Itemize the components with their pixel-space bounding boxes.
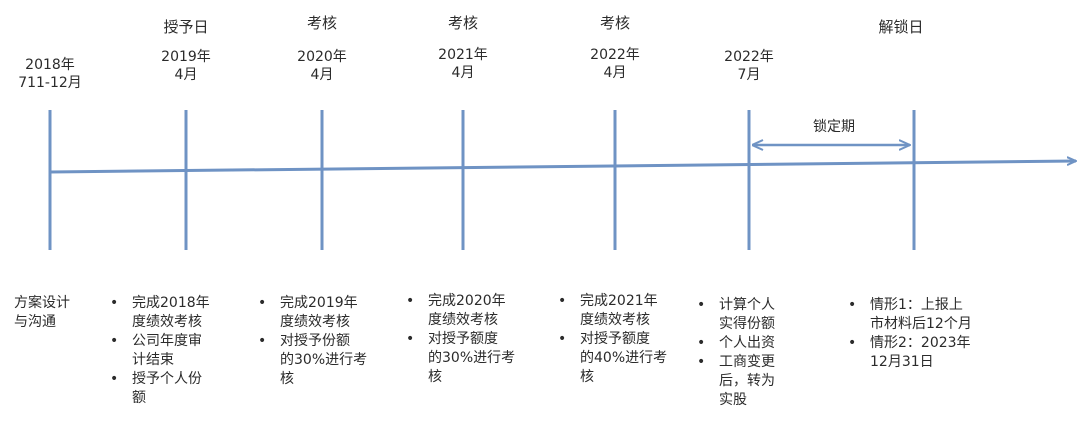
desc-bullet: 对授予份额 的30%进行考 核 [258, 332, 367, 389]
desc-line: 的40%进行考 [580, 350, 668, 366]
desc-bullet: 授予个人份 额 [110, 370, 210, 408]
desc-line: 核 [580, 369, 594, 385]
desc-line: 度绩效考核 [132, 314, 202, 330]
desc-bullet: 工商变更 后，转为 实股 [697, 353, 775, 410]
date-year: 2022年 [724, 49, 774, 65]
desc-line: 的30%进行考 [280, 352, 368, 368]
desc-bullet: 情形1：上报上 市材料后12个月 [848, 296, 972, 334]
desc-line: 个人出资 [719, 335, 775, 351]
desc-bullet: 计算个人 实得份额 [697, 296, 775, 334]
date-month: 4月 [451, 65, 475, 81]
lock-period-label: 锁定期 [813, 119, 855, 135]
date-month: 4月 [174, 67, 198, 83]
desc-line: 计结束 [132, 352, 174, 368]
top-label-assessment-2021: 考核 [447, 14, 478, 32]
date-label-2022-july: 2022年 7月 [699, 48, 799, 84]
desc-bullet: 个人出资 [697, 334, 775, 353]
desc-line: 公司年度审 [132, 333, 202, 349]
date-label-2018: 2018年 711-12月 [0, 56, 100, 92]
desc-bullet: 公司年度审 计结束 [110, 332, 210, 370]
desc-unlock-date: 情形1：上报上 市材料后12个月 情形2：2023年 12月31日 [848, 296, 972, 372]
desc-line: 额 [132, 390, 146, 406]
top-label-assessment-2020: 考核 [306, 14, 337, 32]
desc-line: 完成2018年 [132, 295, 210, 311]
desc-line: 实得份额 [719, 316, 775, 332]
top-label-unlock-date: 解锁日 [878, 18, 924, 36]
date-year: 2021年 [438, 47, 488, 63]
date-year: 2018年 [25, 57, 75, 73]
desc-line: 对授予额度 [580, 331, 650, 347]
date-year: 2020年 [297, 49, 347, 65]
desc-line: 市材料后12个月 [870, 316, 972, 332]
date-month: 7月 [737, 67, 761, 83]
desc-line: 对授予份额 [280, 333, 350, 349]
date-month: 4月 [310, 67, 334, 83]
desc-bullet: 完成2019年 度绩效考核 [258, 294, 367, 332]
desc-line: 核 [428, 369, 442, 385]
desc-assessment-2022: 完成2021年 度绩效考核 对授予额度 的40%进行考 核 [558, 292, 667, 387]
date-month: 711-12月 [18, 75, 82, 91]
desc-2022-july: 计算个人 实得份额 个人出资 工商变更 后，转为 实股 [697, 296, 775, 410]
desc-line: 授予个人份 [132, 371, 202, 387]
desc-line: 12月31日 [870, 354, 934, 370]
desc-bullet: 对授予额度 的30%进行考 核 [406, 330, 515, 387]
desc-line: 完成2020年 [428, 293, 506, 309]
timeline-axis [49, 161, 1076, 174]
desc-line: 情形2：2023年 [870, 335, 971, 351]
desc-bullet: 完成2018年 度绩效考核 [110, 294, 210, 332]
desc-bullet: 完成2021年 度绩效考核 [558, 292, 667, 330]
desc-line: 情形1：上报上 [870, 297, 963, 313]
desc-line: 完成2019年 [280, 295, 358, 311]
date-label-2021: 2021年 4月 [413, 46, 513, 82]
date-year: 2022年 [590, 47, 640, 63]
desc-line: 方案设计 [14, 295, 70, 311]
desc-line: 对授予额度 [428, 331, 498, 347]
desc-line: 工商变更 [719, 354, 775, 370]
top-label-assessment-2022: 考核 [599, 14, 630, 32]
date-month: 4月 [603, 65, 627, 81]
desc-bullet: 情形2：2023年 12月31日 [848, 334, 972, 372]
desc-assessment-2020: 完成2019年 度绩效考核 对授予份额 的30%进行考 核 [258, 294, 367, 389]
date-label-2020: 2020年 4月 [272, 48, 372, 84]
desc-bullet: 完成2020年 度绩效考核 [406, 292, 515, 330]
desc-line: 后，转为 [719, 373, 775, 389]
desc-bullet: 对授予额度 的40%进行考 核 [558, 330, 667, 387]
date-label-2022-april: 2022年 4月 [565, 46, 665, 82]
desc-line: 的30%进行考 [428, 350, 516, 366]
desc-line: 与沟通 [14, 314, 56, 330]
desc-line: 实股 [719, 392, 747, 408]
desc-grant-date: 完成2018年 度绩效考核 公司年度审 计结束 授予个人份 额 [110, 294, 210, 408]
desc-line: 度绩效考核 [280, 314, 350, 330]
desc-assessment-2021: 完成2020年 度绩效考核 对授予额度 的30%进行考 核 [406, 292, 515, 387]
top-label-grant-date: 授予日 [163, 18, 209, 36]
desc-line: 核 [280, 371, 294, 387]
desc-plan-design: 方案设计 与沟通 [14, 294, 70, 332]
desc-line: 完成2021年 [580, 293, 658, 309]
date-label-2019: 2019年 4月 [136, 48, 236, 84]
desc-line: 计算个人 [719, 297, 775, 313]
desc-line: 度绩效考核 [428, 312, 498, 328]
desc-line: 度绩效考核 [580, 312, 650, 328]
date-year: 2019年 [161, 49, 211, 65]
